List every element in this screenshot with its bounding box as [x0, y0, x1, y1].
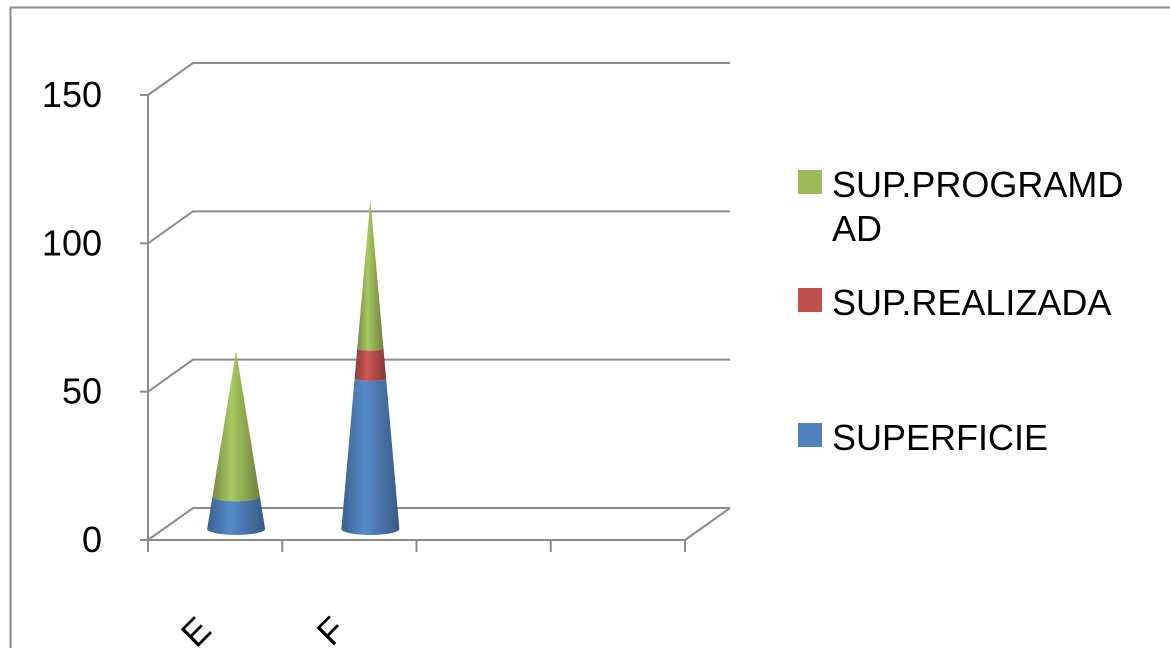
legend-label: SUP.REALIZADA	[832, 282, 1111, 323]
y-tick-label: 100	[42, 222, 102, 263]
cone-segment-superficie-f	[341, 377, 400, 535]
y-tick-label: 0	[82, 519, 102, 560]
cone-segment-sup-programd-ad-e	[212, 351, 260, 502]
legend-swatch	[798, 170, 822, 194]
floor-edge	[684, 507, 731, 541]
legend-swatch	[798, 288, 822, 312]
y-tick-label: 150	[42, 74, 102, 115]
legend-label: SUPERFICIE	[832, 417, 1048, 458]
legend-swatch	[798, 423, 822, 447]
x-tick-label: E	[173, 609, 219, 648]
gridline	[147, 62, 730, 96]
legend-label: AD	[832, 208, 882, 249]
legend-label: SUP.PROGRAMD	[832, 164, 1123, 205]
chart-border	[9, 6, 1170, 648]
gridline	[147, 210, 730, 245]
cone-segment-sup-realizada-f	[354, 348, 387, 381]
x-tick-label: F	[308, 609, 353, 648]
cone-segment-superficie-e	[207, 496, 266, 535]
cone-segment-sup-programd-ad-f	[357, 199, 384, 351]
y-tick-label: 50	[62, 371, 102, 412]
gridline	[147, 507, 730, 541]
gridline	[147, 358, 730, 393]
